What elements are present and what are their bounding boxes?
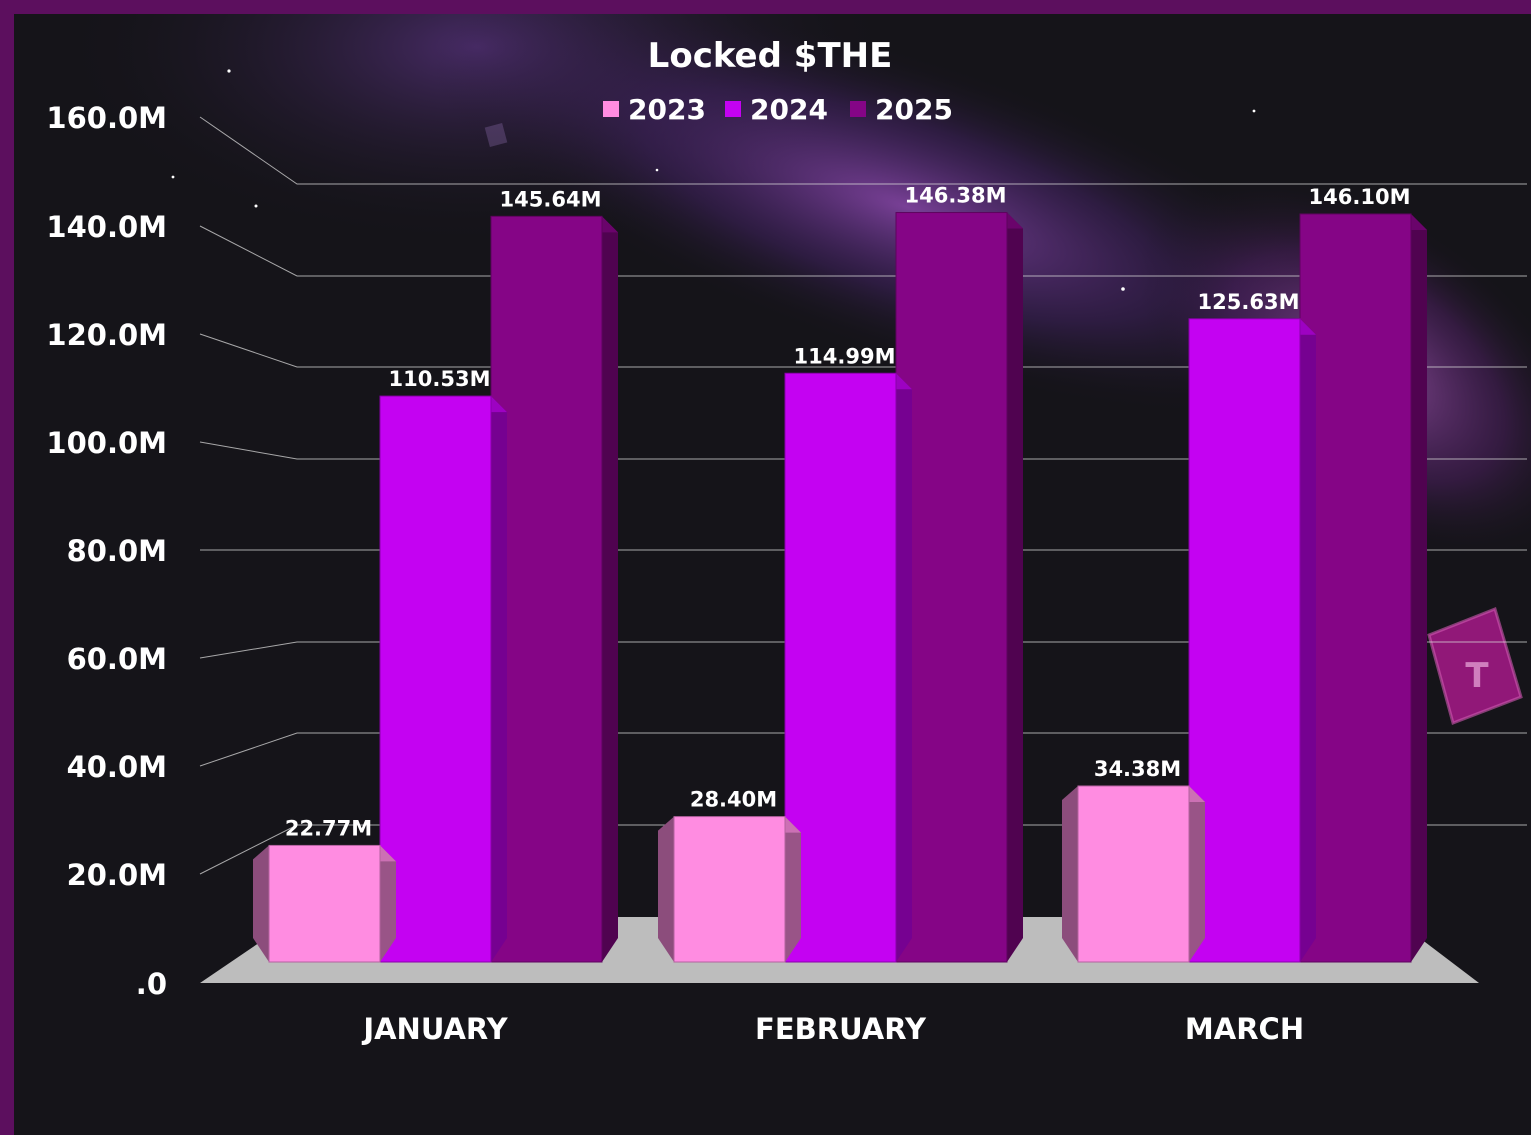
gridline (199, 116, 1527, 185)
legend-label: 2023 (628, 93, 706, 126)
chart-panel: T .0 20.0M 40.0M 60.0M 80.0M 100.0M 120.0M 140.… (14, 14, 1531, 1135)
data-label: 114.99M (794, 344, 896, 368)
data-label: 22.77M (285, 816, 372, 840)
legend-swatch (850, 101, 866, 117)
small-cube-icon (484, 123, 508, 147)
x-tick-label: MARCH (1185, 1012, 1304, 1046)
legend-item-2023: 2023 (603, 93, 706, 126)
bar-2025-january (490, 215, 618, 963)
token-cube-icon: T (1427, 607, 1523, 725)
bar-2023-march (1062, 785, 1205, 963)
bar-2025-march (1299, 213, 1427, 963)
x-tick-label: JANUARY (361, 1012, 508, 1046)
y-tick-label: 60.0M (67, 642, 167, 676)
y-tick-label: 40.0M (67, 750, 167, 784)
bar-chart: T .0 20.0M 40.0M 60.0M 80.0M 100.0M 120.0M 140.… (46, 14, 1531, 1046)
bars (253, 212, 1427, 963)
legend-item-2024: 2024 (725, 93, 828, 126)
legend-label: 2025 (875, 93, 953, 126)
gridline (199, 641, 1527, 659)
data-label: 146.10M (1309, 185, 1411, 209)
bar-2024-january (379, 395, 507, 963)
y-tick-label: .0 (136, 967, 167, 1001)
legend-swatch (603, 101, 619, 117)
gridline (199, 333, 1527, 368)
legend: 2023 2024 2025 (603, 93, 953, 126)
y-tick-label: 80.0M (67, 534, 167, 568)
data-label: 125.63M (1198, 290, 1300, 314)
y-tick-label: 20.0M (67, 858, 167, 892)
legend-label: 2024 (750, 93, 828, 126)
y-tick-label: 140.0M (46, 210, 167, 244)
gridlines (199, 116, 1527, 875)
y-tick-label: 160.0M (46, 101, 167, 135)
bar-2024-march (1188, 318, 1316, 963)
y-tick-label: 100.0M (46, 426, 167, 460)
data-label: 145.64M (500, 187, 602, 211)
bar-2023-january (253, 844, 396, 963)
data-label: 34.38M (1094, 757, 1181, 781)
x-axis-ticks: JANUARY FEBRUARY MARCH (361, 1012, 1304, 1046)
bar-2023-february (658, 816, 801, 963)
background-nebula: T (57, 14, 1531, 725)
bar-2024-february (784, 372, 912, 963)
x-tick-label: FEBRUARY (755, 1012, 927, 1046)
data-label: 110.53M (389, 367, 491, 391)
chart-title: Locked $THE (648, 36, 893, 76)
legend-item-2025: 2025 (850, 93, 953, 126)
gridline (199, 441, 1527, 460)
gridline (199, 732, 1527, 767)
bar-2025-february (895, 212, 1023, 963)
legend-swatch (725, 101, 741, 117)
data-label: 146.38M (905, 184, 1007, 208)
y-tick-label: 120.0M (46, 318, 167, 352)
gridline (199, 225, 1527, 277)
svg-text:T: T (1465, 656, 1489, 696)
y-axis-ticks: .0 20.0M 40.0M 60.0M 80.0M 100.0M 120.0M 140.0M… (46, 101, 167, 1001)
data-labels: 22.77M 110.53M 145.64M 28.40M 114.99M 146.38M… (285, 184, 1411, 841)
data-label: 28.40M (690, 788, 777, 812)
